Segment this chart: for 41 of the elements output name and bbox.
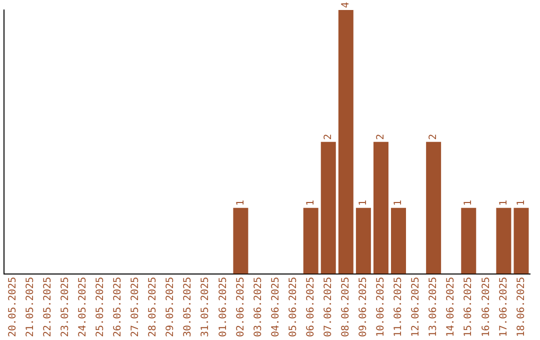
x-tick-label: 22.05.2025 — [42, 276, 54, 338]
x-tick-label: 28.05.2025 — [148, 276, 159, 338]
x-tick-label: 31.05.2025 — [200, 276, 212, 338]
data-label: 1 — [393, 200, 404, 206]
x-tick-label: 03.06.2025 — [252, 276, 264, 338]
data-label: 1 — [498, 200, 510, 206]
data-label: 2 — [428, 134, 440, 140]
x-tick-label: 02.06.2025 — [235, 276, 246, 338]
x-tick-label: 10.06.2025 — [376, 276, 387, 338]
x-tick-label: 20.05.2025 — [7, 276, 18, 338]
data-label: 4 — [340, 2, 352, 8]
x-tick-label: 30.05.2025 — [182, 276, 194, 338]
x-tick-label: 14.06.2025 — [446, 276, 457, 338]
x-tick-label: 25.05.2025 — [95, 276, 106, 338]
x-tick-label: 27.05.2025 — [130, 276, 142, 338]
x-tick-label: 24.05.2025 — [77, 276, 88, 338]
x-tick-label: 16.06.2025 — [480, 276, 492, 338]
x-tick-label: 12.06.2025 — [410, 276, 422, 338]
x-tick-label: 08.06.2025 — [340, 276, 352, 338]
x-tick-label: 04.06.2025 — [270, 276, 282, 338]
data-label: 1 — [358, 200, 370, 206]
data-label: 2 — [376, 134, 387, 140]
x-tick-label: 09.06.2025 — [358, 276, 370, 338]
x-tick-label: 26.05.2025 — [112, 276, 124, 338]
x-tick-label: 29.05.2025 — [165, 276, 176, 338]
data-label: 1 — [235, 200, 246, 206]
data-label: 1 — [305, 200, 316, 206]
x-tick-label: 18.06.2025 — [516, 276, 527, 338]
x-tick-label: 01.06.2025 — [218, 276, 229, 338]
x-tick-label: 23.05.2025 — [60, 276, 71, 338]
x-tick-label: 21.05.2025 — [24, 276, 36, 338]
x-tick-label: 15.06.2025 — [463, 276, 474, 338]
x-tick-label: 13.06.2025 — [428, 276, 440, 338]
data-label: 1 — [463, 200, 474, 206]
x-tick-label: 06.06.2025 — [305, 276, 316, 338]
data-label: 2 — [322, 134, 334, 140]
data-label: 1 — [516, 200, 527, 206]
x-tick-label: 11.06.2025 — [393, 276, 404, 338]
x-tick-label: 07.06.2025 — [322, 276, 334, 338]
x-tick-label: 17.06.2025 — [498, 276, 510, 338]
x-tick-label: 05.06.2025 — [288, 276, 299, 338]
